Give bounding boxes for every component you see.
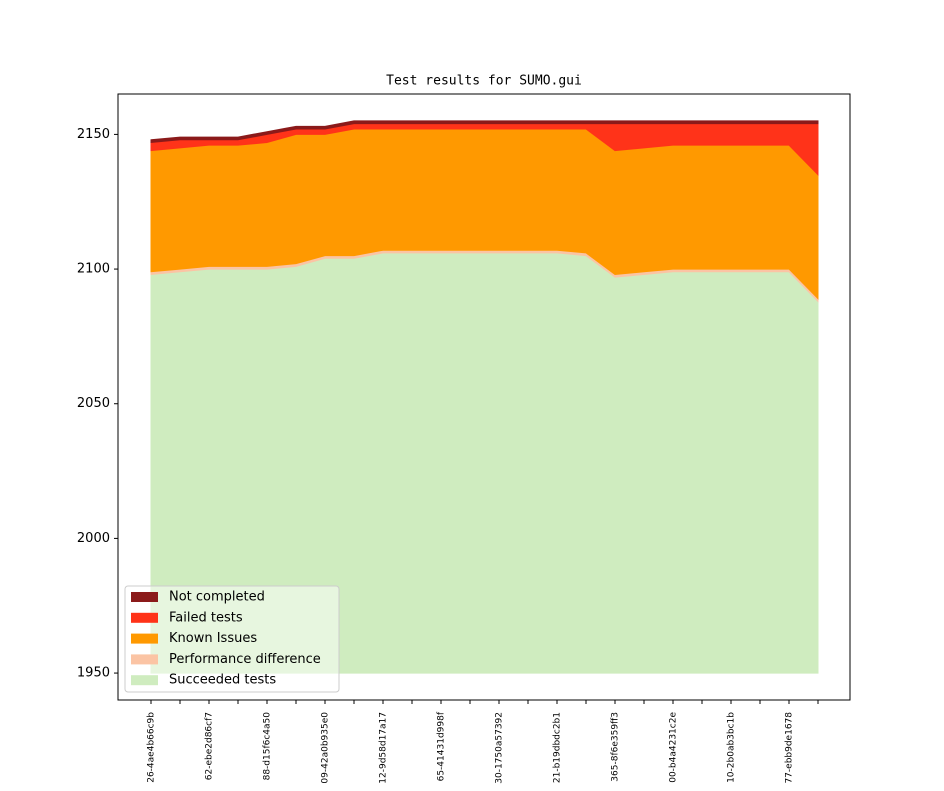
x-tick-label: 77-ebb9de1678 (785, 712, 795, 784)
x-tick-label: 365-8f6e359ff3 (611, 712, 621, 782)
x-tick-label: 30-1750a57392 (495, 712, 505, 784)
y-tick-label: 2150 (77, 127, 110, 142)
x-tick-label: 12-9d58d17a17 (379, 712, 389, 784)
x-tick-label: 21-b19dbdc2b1 (553, 712, 563, 783)
legend-label: Known Issues (169, 631, 257, 646)
legend-swatch (131, 675, 158, 686)
legend-label: Not completed (169, 590, 265, 605)
legend-label: Performance difference (169, 652, 321, 667)
y-tick-label: 2050 (77, 396, 110, 411)
area (150, 120, 819, 144)
legend-swatch (131, 592, 158, 602)
plot-frame (117, 93, 851, 701)
chart-title: Test results for SUMO.gui (386, 74, 582, 89)
legend-swatch (131, 612, 158, 623)
legend: Not completed Failed tests Known Issues Per… (124, 585, 340, 693)
legend-label: Succeeded tests (169, 673, 276, 688)
x-tick-label: 88-d15f6c4a50 (263, 712, 273, 781)
y-tick-label: 1950 (77, 666, 110, 681)
x-tick-label: 09-42a0b935e0 (321, 712, 331, 784)
y-tick-label: 2100 (77, 262, 110, 277)
x-tick-label: 26-4ae4b66c9b (147, 712, 157, 783)
legend-label: Failed tests (169, 610, 243, 625)
x-tick-label: 10-2b0ab3bc1b (727, 712, 737, 783)
legend-swatch (131, 633, 158, 644)
x-tick-label: 65-41431d998f (437, 711, 447, 781)
legend-frame (124, 585, 340, 693)
x-tick-label: 62-ebe2d86cf7 (205, 712, 215, 780)
y-tick-label: 2000 (77, 531, 110, 546)
x-tick-label: 00-b4a4231c2e (669, 712, 679, 783)
legend-swatch (131, 654, 158, 665)
